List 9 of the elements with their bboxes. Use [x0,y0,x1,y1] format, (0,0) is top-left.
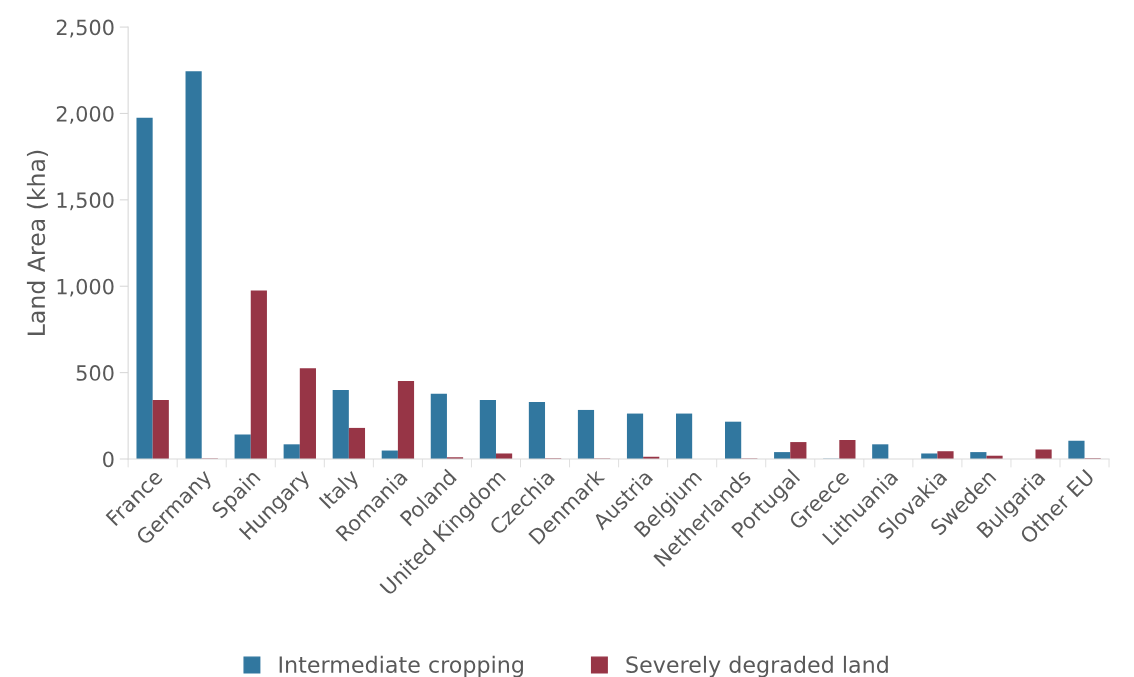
y-tick-label: 1,500 [57,192,114,211]
legend-label: Intermediate cropping [279,655,523,677]
y-tick-label: 2,500 [56,19,114,38]
y-axis-title: Land Area (kha) [26,150,48,335]
y-tick-label: 2,000 [56,105,114,124]
legend-label: Severely degraded land [626,655,888,677]
y-tick-label: 1,000 [57,278,114,297]
y-tick-label: 500 [76,365,114,381]
y-tick-label: 0 [103,451,114,468]
